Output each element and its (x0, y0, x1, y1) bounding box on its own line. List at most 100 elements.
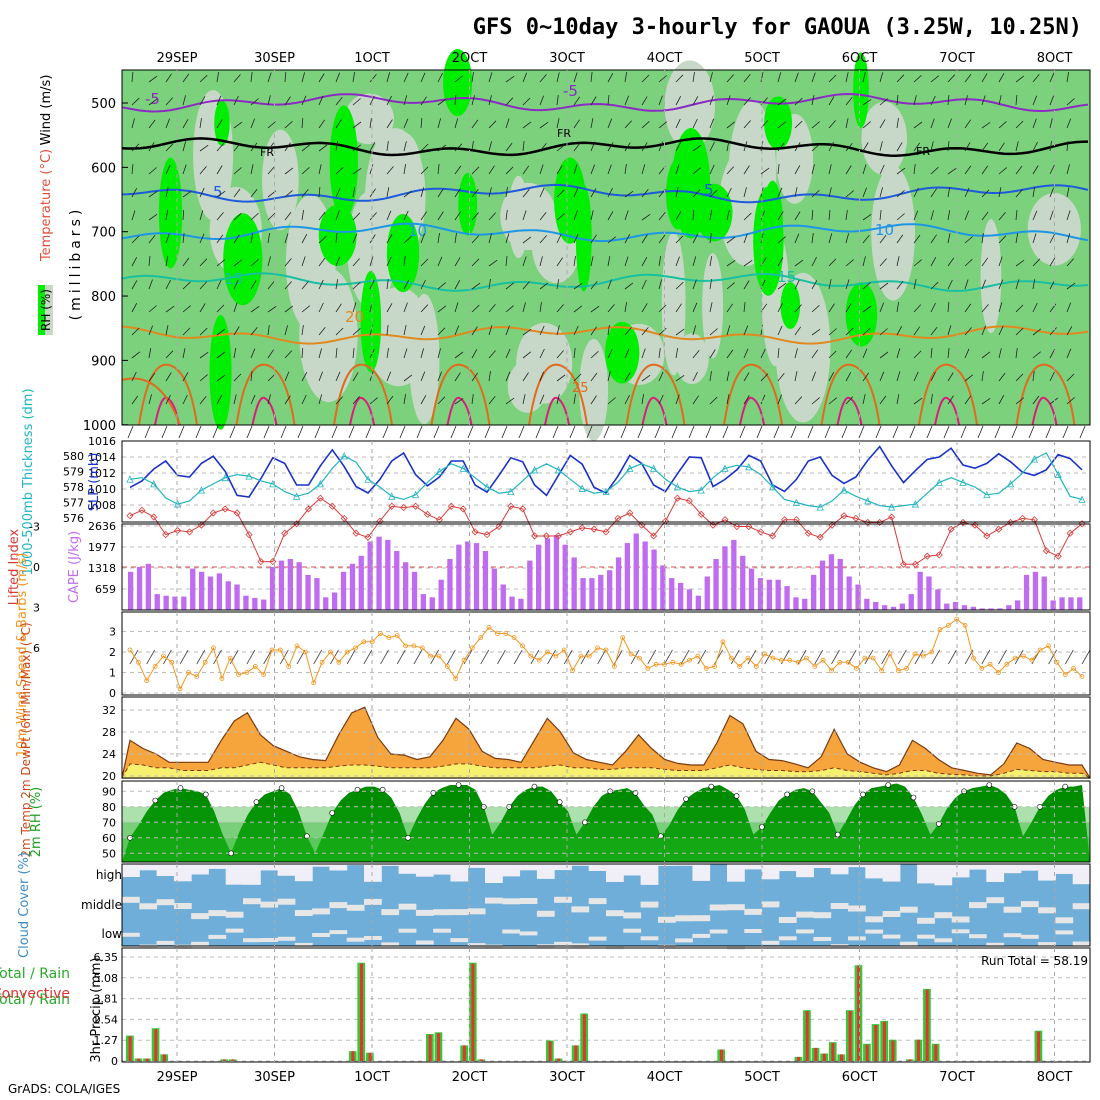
thickness-marker (911, 500, 920, 508)
cape-bar (225, 581, 231, 610)
wind-marker (603, 647, 609, 653)
wind-barb (641, 188, 649, 198)
cloud-mid-gap (675, 915, 693, 922)
wind-barb (1032, 279, 1036, 290)
cloud-mid-gap (554, 896, 572, 903)
wind-barb (505, 118, 510, 129)
cape-bar (527, 560, 533, 610)
wind-barb (998, 235, 1007, 244)
cloud-mid-gap (623, 912, 642, 919)
isotherm-line (121, 222, 1089, 243)
precip-conv-bar (557, 1058, 561, 1061)
wind-barb (497, 649, 506, 665)
precip-conv-bar (908, 1059, 912, 1061)
wind-barb (522, 281, 530, 290)
wind-barb (352, 302, 357, 313)
cloud-low-gap (865, 929, 884, 934)
wind-barb (896, 394, 900, 405)
wind-barb (998, 212, 1006, 221)
wind-barb (743, 325, 749, 336)
rh-dry-patch (1027, 193, 1081, 266)
li-tick: 3 (33, 602, 40, 615)
wind-barb (845, 327, 854, 336)
temp-axis-label: 2m Temp 2m DewPt (6hr Min/Max) (°C) (19, 622, 33, 857)
rh-moist-patch (605, 321, 640, 384)
wind-barb (352, 212, 361, 221)
isotherm-25 (333, 363, 393, 426)
rh-tick: 60 (102, 832, 116, 845)
cape-bar (438, 579, 444, 610)
cape-bar (793, 597, 799, 610)
wind-barb (764, 649, 774, 665)
cape-bar (917, 571, 923, 610)
wind-barb (165, 187, 169, 198)
wind-barb (454, 75, 464, 83)
wind-barb (590, 118, 594, 129)
wind-barb (590, 372, 598, 382)
cloud-low-gap (554, 941, 572, 946)
wind-marker (403, 643, 409, 649)
wind-barb (930, 166, 939, 175)
li-marker (590, 525, 598, 533)
precip-conv-bar (574, 1045, 578, 1061)
wind-barb (1066, 187, 1070, 198)
wind-barb (216, 143, 224, 152)
wind-barb (1066, 98, 1075, 106)
surface-barb (348, 425, 355, 439)
precip-conv-bar (925, 989, 929, 1061)
wind-barb (454, 118, 459, 129)
wind-barb (1066, 373, 1075, 382)
cloud-mid-gap (778, 917, 797, 923)
cloud-mid-gap (139, 903, 158, 910)
cape-bar (136, 567, 143, 610)
wind-marker (578, 653, 584, 659)
wind-barb (760, 141, 764, 152)
precip-conv-bar (137, 1058, 141, 1061)
cloud-high-gap (381, 864, 400, 866)
cloud-mid-gap (657, 916, 676, 923)
wind-marker (344, 649, 350, 655)
wind-barb (148, 142, 155, 152)
wind-barb (267, 233, 270, 244)
rh-moist-patch (360, 270, 382, 373)
precip-conv-bar (917, 1039, 921, 1061)
wind-barb (216, 395, 223, 405)
surface-barb (824, 425, 831, 439)
wind-barb (862, 348, 868, 359)
wind-barb (675, 142, 682, 152)
wind-barb (828, 96, 835, 106)
wind-barb (896, 256, 900, 267)
wind-barb (522, 97, 531, 106)
cape-bar (411, 571, 418, 610)
wind-barb (165, 279, 171, 290)
cape-bar (234, 584, 240, 610)
rh-tick: 80 (102, 801, 116, 814)
rh-dry-patch (702, 253, 724, 359)
date-label-top: 3OCT (549, 51, 585, 66)
wind-barb (913, 279, 917, 290)
precip-conv-bar (934, 1044, 938, 1061)
wind-barb (726, 303, 734, 313)
wind-barb (794, 348, 798, 359)
wind-marker (979, 666, 985, 671)
li-marker (923, 552, 931, 560)
li-marker (1066, 529, 1074, 537)
cape-bar (261, 599, 267, 610)
wind-barb (624, 256, 629, 267)
wind-barb (199, 374, 208, 382)
wind-barb (930, 234, 937, 244)
wind-barb (148, 348, 152, 359)
wind-barb (437, 282, 446, 290)
wind-barb (148, 394, 152, 405)
wind-barb (692, 395, 699, 405)
wind-barb (709, 349, 716, 359)
wind-barb (369, 279, 375, 290)
wind-barb (284, 121, 293, 129)
wind-barb (777, 142, 785, 152)
cape-bar (145, 563, 151, 610)
thickness-marker (245, 472, 253, 480)
wind-barb (471, 235, 480, 244)
wind-barb (777, 187, 783, 198)
cape-bar (314, 578, 320, 610)
wind-barb (947, 325, 952, 336)
